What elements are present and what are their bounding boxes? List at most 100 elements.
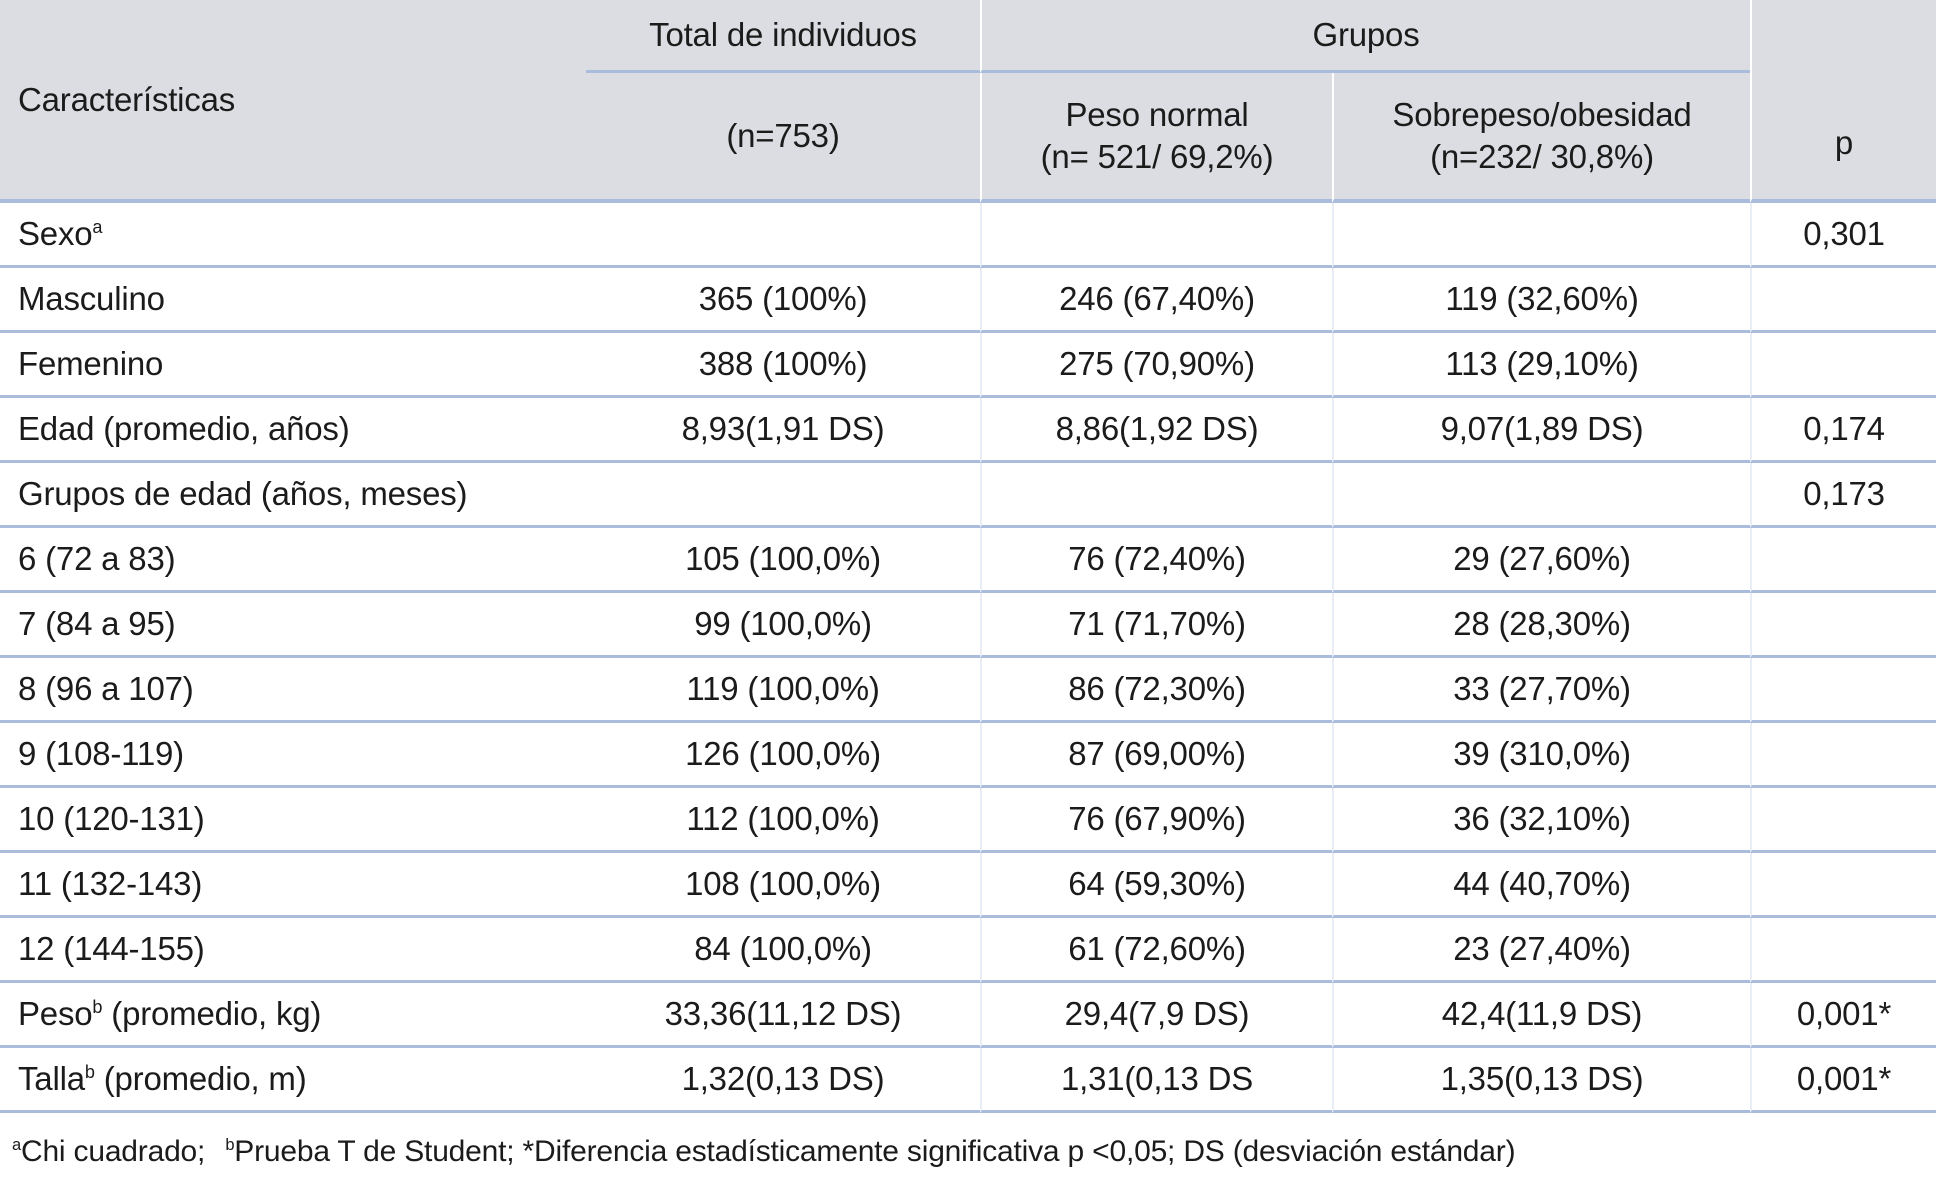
cell-peso-normal: 8,86(1,92 DS): [980, 398, 1332, 463]
table-row: Sexoa 0,301: [0, 203, 1936, 268]
cell-total: [586, 203, 980, 268]
header-peso-normal-line2: (n= 521/ 69,2%): [1040, 138, 1274, 175]
row-label: Sexoa: [0, 203, 586, 268]
cell-sobrepeso: 113 (29,10%): [1332, 333, 1750, 398]
cell-peso-normal: 29,4(7,9 DS): [980, 983, 1332, 1048]
header-peso-normal: Peso normal (n= 521/ 69,2%): [980, 73, 1332, 203]
row-label-rest: (promedio, kg): [102, 995, 322, 1032]
row-label-text: Femenino: [18, 345, 164, 382]
cell-p-value: [1750, 593, 1936, 658]
characteristics-table: Características Total de individuos Grup…: [0, 0, 1936, 1113]
cell-sobrepeso: 119 (32,60%): [1332, 268, 1750, 333]
cell-p-value: 0,001*: [1750, 983, 1936, 1048]
row-label: 8 (96 a 107): [0, 658, 586, 723]
cell-total: 33,36(11,12 DS): [586, 983, 980, 1048]
cell-p-value: [1750, 333, 1936, 398]
cell-total: 388 (100%): [586, 333, 980, 398]
row-label: 6 (72 a 83): [0, 528, 586, 593]
row-label-text: 7 (84 a 95): [18, 605, 176, 642]
row-label: Pesob (promedio, kg): [0, 983, 586, 1048]
table-header: Características Total de individuos Grup…: [0, 0, 1936, 203]
header-caracteristicas: Características: [0, 0, 586, 203]
row-label-text: Edad (promedio, años): [18, 410, 350, 447]
header-total-individuos: Total de individuos: [586, 0, 980, 73]
row-label-text: 12 (144-155): [18, 930, 205, 967]
table-row: 6 (72 a 83) 105 (100,0%) 76 (72,40%) 29 (27…: [0, 528, 1936, 593]
table-row: 12 (144-155) 84 (100,0%) 61 (72,60%) 23 (27…: [0, 918, 1936, 983]
cell-sobrepeso: 23 (27,40%): [1332, 918, 1750, 983]
header-total-n: (n=753): [586, 73, 980, 203]
cell-total: 105 (100,0%): [586, 528, 980, 593]
cell-p-value: [1750, 268, 1936, 333]
cell-p-value: 0,301: [1750, 203, 1936, 268]
header-peso-normal-line1: Peso normal: [1065, 95, 1249, 133]
table-row: Edad (promedio, años) 8,93(1,91 DS) 8,86(1…: [0, 398, 1936, 463]
row-label: 9 (108-119): [0, 723, 586, 788]
header-sobrepeso-line1: Sobrepeso/obesidad: [1392, 95, 1692, 133]
header-sobrepeso-line2: (n=232/ 30,8%): [1430, 138, 1654, 175]
cell-sobrepeso: [1332, 463, 1750, 528]
row-label: Femenino: [0, 333, 586, 398]
row-label: Masculino: [0, 268, 586, 333]
cell-peso-normal: 71 (71,70%): [980, 593, 1332, 658]
cell-p-value: [1750, 658, 1936, 723]
cell-total: 112 (100,0%): [586, 788, 980, 853]
cell-sobrepeso: 39 (310,0%): [1332, 723, 1750, 788]
row-label-sup: b: [84, 1062, 95, 1082]
cell-p-value: 0,174: [1750, 398, 1936, 463]
cell-p-value: [1750, 918, 1936, 983]
table-row: Femenino 388 (100%) 275 (70,90%) 113 (29,10…: [0, 333, 1936, 398]
cell-peso-normal: 76 (72,40%): [980, 528, 1332, 593]
cell-total: 119 (100,0%): [586, 658, 980, 723]
cell-sobrepeso: 28 (28,30%): [1332, 593, 1750, 658]
cell-peso-normal: 275 (70,90%): [980, 333, 1332, 398]
row-label: Tallab (promedio, m): [0, 1048, 586, 1113]
cell-total: 8,93(1,91 DS): [586, 398, 980, 463]
cell-p-value: [1750, 528, 1936, 593]
header-spacer: [1750, 0, 1936, 73]
row-label: 7 (84 a 95): [0, 593, 586, 658]
header-p-value: p: [1750, 73, 1936, 203]
cell-peso-normal: 64 (59,30%): [980, 853, 1332, 918]
row-label: Edad (promedio, años): [0, 398, 586, 463]
cell-total: 365 (100%): [586, 268, 980, 333]
header-sobrepeso: Sobrepeso/obesidad (n=232/ 30,8%): [1332, 73, 1750, 203]
row-label-text: 10 (120-131): [18, 800, 205, 837]
table-row: Pesob (promedio, kg) 33,36(11,12 DS) 29,4(…: [0, 983, 1936, 1048]
cell-p-value: 0,001*: [1750, 1048, 1936, 1113]
row-label: 12 (144-155): [0, 918, 586, 983]
cell-total: 84 (100,0%): [586, 918, 980, 983]
row-label-text: Grupos de edad (años, meses): [18, 475, 468, 512]
row-label-text: 11 (132-143): [18, 865, 203, 902]
table-row: 7 (84 a 95) 99 (100,0%) 71 (71,70%) 28 (28,…: [0, 593, 1936, 658]
row-label: 11 (132-143): [0, 853, 586, 918]
row-label-sup: a: [92, 217, 103, 237]
row-label-text: Talla: [18, 1060, 85, 1097]
footnote-text-a: Chi cuadrado;: [20, 1135, 214, 1168]
cell-total: 99 (100,0%): [586, 593, 980, 658]
cell-total: 126 (100,0%): [586, 723, 980, 788]
cell-total: 1,32(0,13 DS): [586, 1048, 980, 1113]
cell-total: [586, 463, 980, 528]
cell-p-value: [1750, 853, 1936, 918]
cell-sobrepeso: 36 (32,10%): [1332, 788, 1750, 853]
row-label-text: Masculino: [18, 280, 165, 317]
table-body: Sexoa 0,301 Masculino 365 (100%) 246 (67,40%…: [0, 203, 1936, 1113]
cell-sobrepeso: 1,35(0,13 DS): [1332, 1048, 1750, 1113]
table-row: 11 (132-143) 108 (100,0%) 64 (59,30%) 44 (4…: [0, 853, 1936, 918]
row-label-text: 9 (108-119): [18, 735, 184, 772]
table-row: Tallab (promedio, m) 1,32(0,13 DS) 1,31(0,…: [0, 1048, 1936, 1113]
cell-peso-normal: 86 (72,30%): [980, 658, 1332, 723]
cell-sobrepeso: 33 (27,70%): [1332, 658, 1750, 723]
cell-total: 108 (100,0%): [586, 853, 980, 918]
cell-sobrepeso: 44 (40,70%): [1332, 853, 1750, 918]
cell-p-value: 0,173: [1750, 463, 1936, 528]
row-label-text: 8 (96 a 107): [18, 670, 194, 707]
row-label-text: Peso: [18, 995, 93, 1032]
table-row: Masculino 365 (100%) 246 (67,40%) 119 (32,6…: [0, 268, 1936, 333]
cell-peso-normal: 1,31(0,13 DS: [980, 1048, 1332, 1113]
cell-p-value: [1750, 723, 1936, 788]
table-row: 10 (120-131) 112 (100,0%) 76 (67,90%) 36 (3…: [0, 788, 1936, 853]
cell-sobrepeso: 29 (27,60%): [1332, 528, 1750, 593]
